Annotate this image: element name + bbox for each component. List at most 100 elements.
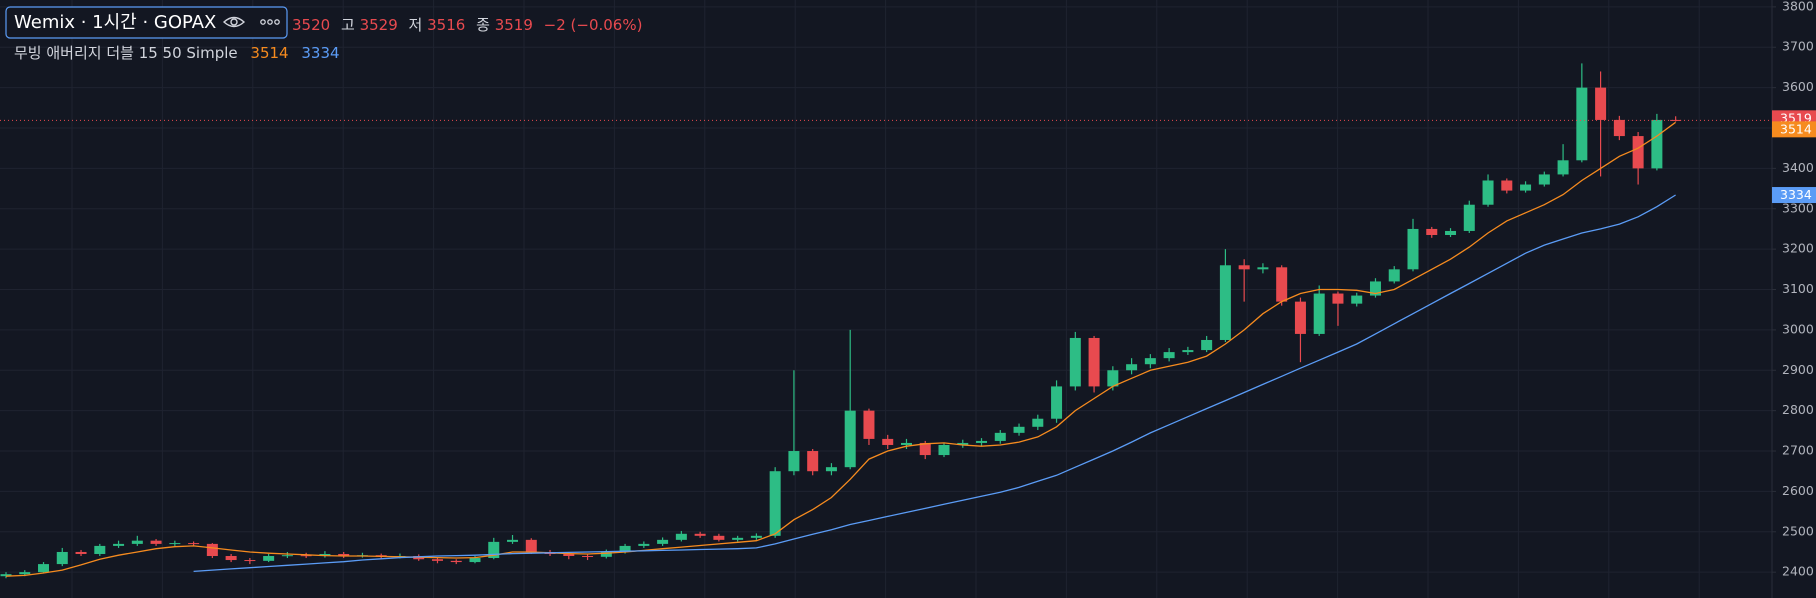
candle-body <box>1388 269 1400 282</box>
candle-body <box>882 438 894 445</box>
y-tick-label: 3700 <box>1782 39 1814 54</box>
candle-body <box>94 545 106 554</box>
candle-body <box>788 451 800 472</box>
plot <box>0 63 1772 579</box>
close-label: 종 <box>476 16 490 34</box>
candle-body <box>675 533 687 540</box>
y-tick-label: 2500 <box>1782 523 1814 538</box>
candle-body <box>1144 358 1156 365</box>
y-tick-label: 2400 <box>1782 564 1814 579</box>
candle-body <box>188 543 200 545</box>
candle-body <box>1613 119 1625 137</box>
candle-body <box>1051 386 1063 419</box>
eye-icon[interactable] <box>222 16 246 28</box>
candle-body <box>300 555 312 557</box>
moving-average-line <box>5 121 1676 577</box>
candle-body <box>976 440 988 443</box>
low-value: 3516 <box>427 16 465 34</box>
candle-body <box>338 553 350 557</box>
candle-body <box>1313 293 1325 334</box>
candle-body <box>206 543 218 557</box>
candle-body <box>113 543 125 546</box>
candle-body <box>507 539 519 542</box>
candle-body <box>56 551 68 565</box>
candle-body <box>1219 265 1231 340</box>
candle-body <box>19 572 31 575</box>
candle-body <box>825 467 837 472</box>
candle-body <box>1276 267 1288 302</box>
candle-body <box>488 541 500 559</box>
candle-body <box>38 564 50 573</box>
candle-body <box>0 574 12 577</box>
candle-body <box>1670 119 1682 121</box>
y-tick-label: 2600 <box>1782 483 1814 498</box>
candle-body <box>1163 352 1175 359</box>
grid <box>0 0 1772 598</box>
candle-body <box>1069 337 1081 387</box>
close-value: 3519 <box>495 16 533 34</box>
candle-body <box>1426 228 1438 236</box>
candle-body <box>1445 230 1457 236</box>
candle-body <box>1482 180 1494 205</box>
candle-body <box>1632 136 1644 169</box>
candle-body <box>1557 160 1569 175</box>
y-tick-label: 2700 <box>1782 443 1814 458</box>
symbol-box[interactable] <box>5 6 288 39</box>
y-tick-label: 2900 <box>1782 362 1814 377</box>
candle-body <box>169 543 181 545</box>
open-value: 3520 <box>292 16 330 34</box>
indicator-name: 무빙 애버리지 더블 15 50 Simple <box>14 44 238 62</box>
y-tick-label: 3400 <box>1782 160 1814 175</box>
candle-body <box>1351 295 1363 304</box>
candle-body <box>450 560 462 563</box>
candle-body <box>638 543 650 546</box>
high-label: 고 <box>341 16 355 34</box>
more-icon[interactable] <box>260 19 280 25</box>
ma-slow-tag: 3334 <box>1780 187 1812 202</box>
candle-body <box>1463 204 1475 231</box>
candle-body <box>75 551 87 554</box>
ma-slow-value: 3334 <box>301 44 339 62</box>
candle-body <box>844 410 856 468</box>
low-label: 저 <box>409 16 423 34</box>
indicator-legend: 무빙 애버리지 더블 15 50 Simple 3514 3334 <box>14 44 340 62</box>
ma-fast-tag-box <box>1772 121 1816 138</box>
candle-body <box>1201 339 1213 351</box>
candle-body <box>694 533 706 536</box>
y-tick-label: 3000 <box>1782 321 1814 336</box>
candle-body <box>1332 293 1344 304</box>
candle-body <box>225 556 237 561</box>
candle-body <box>1520 184 1532 191</box>
candle-body <box>431 559 443 561</box>
candle-body <box>994 432 1006 441</box>
y-tick-label: 3800 <box>1782 0 1814 13</box>
candle-body <box>1182 350 1194 353</box>
candle-body <box>863 410 875 439</box>
candle-body <box>582 556 594 558</box>
ohlc-legend: 3520 고 3529 저 3516 종 3519 −2 (−0.06%) <box>292 16 642 34</box>
candle-body <box>1576 87 1588 161</box>
candle-body <box>732 537 744 540</box>
y-tick-label: 2800 <box>1782 402 1814 417</box>
candle-body <box>769 471 781 536</box>
candle-body <box>1369 281 1381 296</box>
candle-body <box>1126 364 1138 371</box>
candle-body <box>281 555 293 557</box>
candle-body <box>713 535 725 540</box>
candle-body <box>807 451 819 472</box>
candle-body <box>150 540 162 544</box>
candle-body <box>957 442 969 445</box>
candle-body <box>1501 180 1513 191</box>
y-tick-label: 3200 <box>1782 241 1814 256</box>
high-value: 3529 <box>360 16 398 34</box>
candle-body <box>919 442 931 456</box>
candle-body <box>619 545 631 552</box>
candle-body <box>244 560 256 562</box>
price-axis: 2400 2500 2600 2700 2800 2900 3000 3100 3200 3300… <box>1772 0 1816 579</box>
candle-body <box>563 553 575 557</box>
candle-body <box>1088 337 1100 387</box>
candle-body <box>1257 267 1269 270</box>
candle-body <box>657 539 669 544</box>
candle-body <box>131 540 143 544</box>
